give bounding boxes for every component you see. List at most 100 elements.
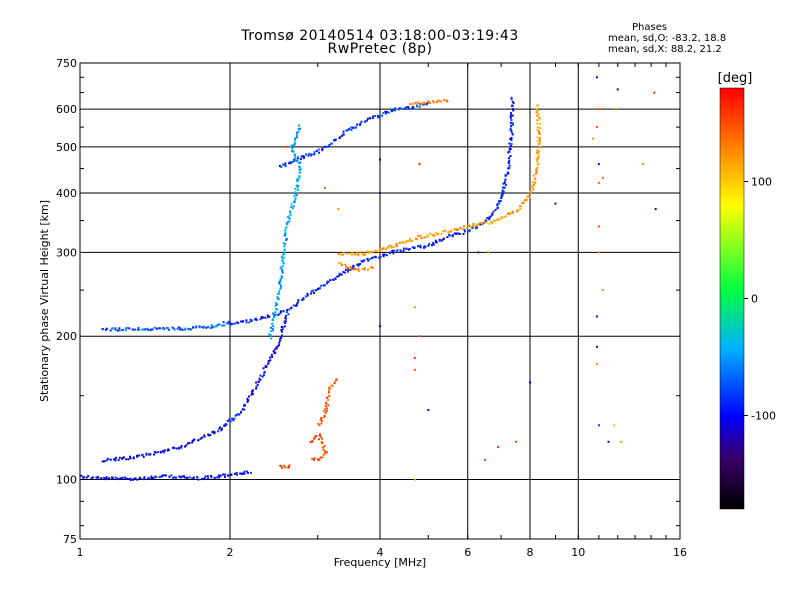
- data-point: [285, 314, 287, 317]
- data-point: [537, 130, 540, 133]
- data-point: [360, 260, 363, 263]
- data-point: [363, 268, 366, 271]
- data-point: [511, 133, 514, 136]
- data-point: [367, 268, 370, 271]
- data-point: [167, 449, 170, 451]
- colorbar-tick-label: 100: [751, 176, 772, 189]
- data-point: [184, 445, 186, 448]
- data-point: [425, 103, 428, 106]
- data-point: [129, 477, 132, 480]
- data-point: [292, 304, 295, 307]
- data-point: [271, 329, 274, 332]
- data-point: [420, 103, 423, 106]
- data-point: [359, 122, 362, 125]
- data-point: [205, 326, 208, 329]
- y-tick-label: 75: [63, 533, 77, 546]
- data-point: [212, 430, 215, 433]
- data-point: [302, 157, 305, 160]
- data-point: [327, 391, 330, 394]
- data-point: [313, 153, 316, 156]
- data-point: [284, 322, 287, 324]
- data-point: [379, 191, 381, 194]
- data-point: [407, 239, 410, 242]
- data-point: [510, 96, 513, 99]
- data-point: [519, 207, 522, 210]
- data-point: [496, 207, 499, 210]
- data-point: [209, 327, 212, 330]
- data-point: [227, 320, 230, 323]
- data-point: [417, 245, 419, 248]
- data-point: [223, 324, 226, 327]
- data-point: [393, 109, 396, 112]
- data-point: [536, 104, 539, 106]
- data-point: [306, 294, 309, 297]
- data-point: [597, 251, 600, 254]
- data-point: [345, 129, 348, 132]
- data-point: [294, 138, 296, 141]
- data-point: [272, 328, 274, 331]
- data-point: [433, 234, 435, 236]
- data-point: [279, 310, 282, 313]
- data-point: [318, 287, 321, 290]
- data-point: [237, 413, 240, 416]
- data-point: [451, 234, 454, 237]
- data-point: [426, 234, 429, 237]
- data-point: [278, 344, 281, 347]
- data-point: [180, 445, 183, 447]
- data-point: [414, 101, 417, 104]
- data-point: [255, 318, 258, 321]
- data-point: [239, 472, 242, 475]
- data-point: [302, 298, 305, 301]
- data-point: [145, 452, 148, 455]
- data-point: [366, 257, 369, 260]
- data-point: [313, 457, 316, 459]
- data-point: [438, 100, 440, 103]
- data-point: [516, 209, 519, 212]
- data-point: [245, 319, 248, 322]
- data-point: [536, 126, 539, 129]
- data-point: [464, 230, 466, 233]
- data-point: [293, 154, 296, 157]
- data-point: [510, 112, 512, 115]
- data-point: [119, 477, 122, 480]
- data-point: [85, 476, 88, 479]
- data-point: [308, 152, 311, 155]
- data-point: [275, 347, 278, 350]
- data-point: [282, 253, 285, 256]
- data-point: [313, 151, 316, 154]
- data-point: [498, 218, 501, 221]
- data-point: [509, 211, 512, 214]
- data-point: [271, 355, 274, 358]
- data-point: [156, 327, 159, 330]
- data-point: [536, 110, 539, 113]
- data-point: [236, 473, 239, 476]
- data-point: [137, 328, 139, 331]
- data-point: [282, 163, 284, 166]
- data-point: [260, 316, 263, 318]
- data-point: [508, 213, 511, 216]
- data-point: [227, 474, 230, 477]
- data-point: [475, 226, 478, 229]
- axis-ticks: 1 2 4 6 8 10 16 75 100 200 300 400 500 600 750: [56, 57, 687, 559]
- data-point: [293, 158, 296, 161]
- data-point: [402, 250, 405, 252]
- data-point: [504, 215, 507, 218]
- data-point: [118, 478, 121, 481]
- data-point: [136, 478, 139, 481]
- data-point: [105, 476, 108, 479]
- data-point: [316, 458, 319, 461]
- data-point: [132, 328, 135, 331]
- data-point: [395, 243, 398, 245]
- data-point: [150, 328, 153, 331]
- data-point: [320, 442, 323, 445]
- data-point: [484, 221, 486, 223]
- data-point: [303, 155, 305, 158]
- data-point: [284, 243, 287, 245]
- data-point: [381, 248, 384, 251]
- data-point: [435, 241, 438, 244]
- data-point: [438, 239, 441, 242]
- data-point: [305, 153, 307, 156]
- data-point: [270, 337, 273, 340]
- data-point: [536, 129, 539, 131]
- data-point: [295, 159, 298, 162]
